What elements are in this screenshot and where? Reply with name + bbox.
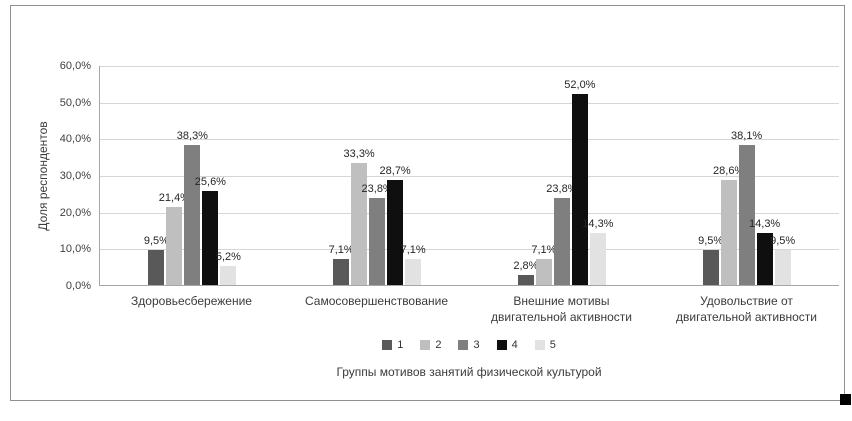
y-tick-label: 10,0% bbox=[59, 243, 91, 256]
bar-value-label: 5,2% bbox=[215, 250, 241, 263]
bar-value-label: 9,5% bbox=[143, 235, 169, 248]
bar-series-2: 28,6% bbox=[713, 165, 744, 285]
bar-value-label: 23,8% bbox=[546, 182, 578, 195]
bar-series-1: 7,1% bbox=[329, 244, 354, 285]
y-tick-label: 20,0% bbox=[59, 206, 91, 219]
bar-value-label: 7,1% bbox=[328, 243, 354, 256]
x-axis-category-labels: Здоровьесбережение Самосовершенствование В… bbox=[99, 294, 839, 325]
bar-value-label: 14,3% bbox=[582, 217, 614, 230]
bar-series-5: 7,1% bbox=[401, 244, 426, 285]
bar-series-1: 9,5% bbox=[698, 235, 723, 285]
bar-series-1: 9,5% bbox=[144, 235, 169, 285]
bar-series-3: 38,1% bbox=[731, 130, 762, 285]
bar-series-5: 9,5% bbox=[770, 235, 795, 285]
legend-item: 1 bbox=[382, 339, 403, 351]
bar-series-4: 14,3% bbox=[749, 218, 780, 285]
bar-value-label: 28,6% bbox=[713, 165, 745, 178]
bar-value-label: 7,1% bbox=[400, 243, 426, 256]
category-label: Здоровьесбережение bbox=[131, 294, 252, 308]
corner-mark bbox=[840, 394, 851, 405]
bar-value-label: 38,3% bbox=[176, 129, 208, 142]
y-tick-label: 60,0% bbox=[59, 60, 91, 72]
legend-label: 1 bbox=[397, 339, 404, 351]
bar-series-4: 25,6% bbox=[195, 176, 226, 285]
bar-value-label: 9,5% bbox=[698, 235, 724, 248]
legend-swatch bbox=[420, 340, 431, 350]
legend-label: 5 bbox=[549, 339, 556, 351]
bar-group: 9,5% 21,4% 38,3% 25,6% 5,2% bbox=[144, 130, 241, 285]
bar-series-4: 28,7% bbox=[380, 165, 411, 285]
legend-item: 3 bbox=[458, 339, 480, 351]
category-label: Внешние мотивы двигательной активности bbox=[491, 294, 632, 324]
bar-value-label: 38,1% bbox=[731, 130, 763, 143]
legend-item: 4 bbox=[496, 339, 518, 351]
bar-value-label: 23,8% bbox=[361, 182, 393, 195]
chart-legend: 1 2 3 4 5 bbox=[99, 339, 839, 351]
x-axis-title: Группы мотивов занятий физической культу… bbox=[336, 365, 602, 379]
bar-series-4: 52,0% bbox=[564, 79, 595, 285]
legend-swatch bbox=[458, 340, 469, 350]
bar-series-5: 14,3% bbox=[582, 218, 613, 285]
bar-value-label: 9,5% bbox=[770, 235, 796, 248]
bar-series-3: 23,8% bbox=[362, 183, 393, 285]
legend-item: 5 bbox=[534, 339, 556, 351]
bar-series-2: 33,3% bbox=[344, 148, 375, 285]
legend-item: 2 bbox=[420, 339, 441, 351]
legend-swatch bbox=[496, 340, 507, 350]
bar-value-label: 2,8% bbox=[513, 259, 539, 272]
chart-frame: Доля респондентов 0,0% 10,0% 20,0% 30,0% 40,… bbox=[10, 5, 845, 401]
category-label: Самосовершенствование bbox=[304, 294, 449, 308]
bar-groups: 9,5% 21,4% 38,3% 25,6% 5,2% 7,1% 33,3% 23,8% 28,… bbox=[100, 66, 839, 285]
bar-group: 2,8% 7,1% 23,8% 52,0% 14,3% bbox=[513, 79, 613, 285]
gridline bbox=[100, 102, 839, 104]
bar-value-label: 33,3% bbox=[343, 147, 375, 160]
bar-series-1: 2,8% bbox=[513, 260, 538, 285]
bar-series-5: 5,2% bbox=[216, 251, 241, 285]
bar-value-label: 28,7% bbox=[379, 164, 411, 177]
gridline bbox=[100, 66, 839, 67]
legend-label: 2 bbox=[435, 339, 442, 351]
gridline bbox=[100, 249, 839, 251]
y-tick-label: 40,0% bbox=[59, 133, 91, 146]
bar-series-2: 7,1% bbox=[531, 244, 556, 285]
bar-series-3: 23,8% bbox=[546, 183, 577, 285]
gridline bbox=[100, 212, 839, 214]
legend-swatch bbox=[534, 340, 545, 350]
gridline bbox=[100, 176, 839, 177]
legend-label: 3 bbox=[473, 339, 480, 351]
bar-value-label: 14,3% bbox=[749, 217, 781, 230]
bar-value-label: 52,0% bbox=[564, 79, 596, 92]
gridline bbox=[100, 139, 839, 141]
bar-series-3: 38,3% bbox=[177, 130, 208, 285]
y-tick-label: 0,0% bbox=[65, 280, 91, 292]
bar-value-label: 21,4% bbox=[158, 191, 190, 204]
plot-area: 9,5% 21,4% 38,3% 25,6% 5,2% 7,1% 33,3% 23,8% 28,… bbox=[99, 66, 839, 286]
bar-value-label: 7,1% bbox=[531, 243, 557, 256]
bar-value-label: 25,6% bbox=[194, 176, 226, 189]
legend-label: 4 bbox=[511, 339, 518, 351]
bar-series-2: 21,4% bbox=[159, 192, 190, 285]
bar-group: 7,1% 33,3% 23,8% 28,7% 7,1% bbox=[329, 148, 426, 285]
y-tick-label: 30,0% bbox=[59, 170, 91, 182]
category-label: Удовольствие от двигательной активности bbox=[676, 294, 817, 324]
bar-group: 9,5% 28,6% 38,1% 14,3% 9,5% bbox=[698, 130, 795, 285]
legend-swatch bbox=[382, 340, 393, 350]
y-tick-label: 50,0% bbox=[59, 96, 91, 109]
